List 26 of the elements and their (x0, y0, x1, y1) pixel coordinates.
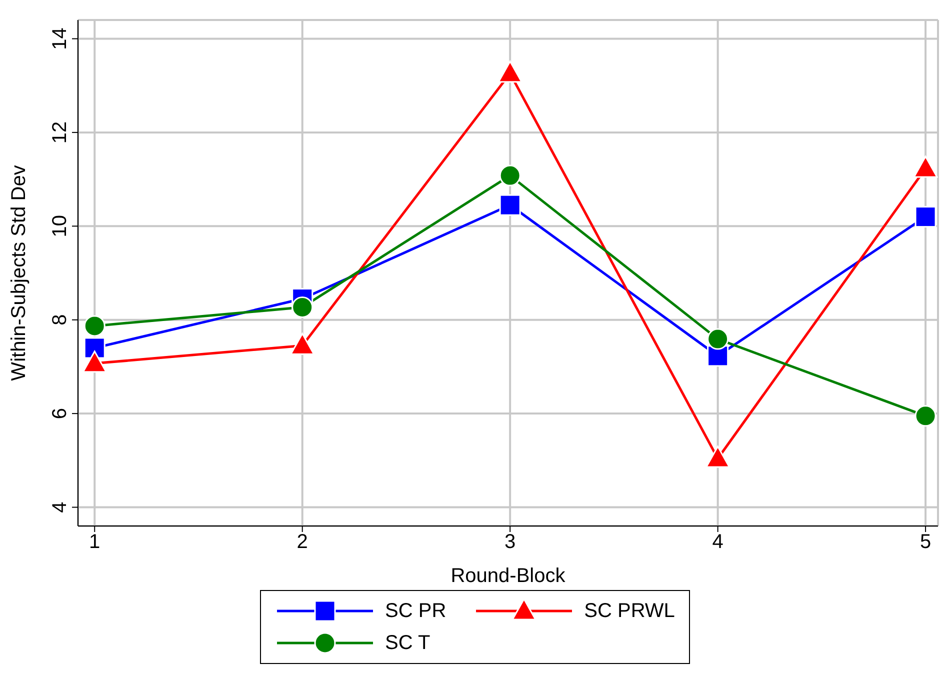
y-tick-label: 14 (49, 28, 71, 50)
x-tick-label: 5 (920, 531, 932, 554)
point (914, 405, 936, 427)
x-tick-label: 3 (504, 531, 516, 554)
point (499, 164, 521, 186)
point (84, 315, 106, 337)
x-axis-title: Round-Block (450, 565, 566, 587)
point (292, 296, 314, 318)
point (913, 156, 938, 178)
y-tick-label: 8 (49, 314, 71, 326)
point (914, 206, 936, 228)
y-tick-label: 4 (49, 502, 71, 513)
legend-label: SC T (385, 632, 430, 654)
point (707, 328, 729, 350)
legend-label: SC PR (385, 600, 446, 622)
y-tick-label: 12 (49, 121, 71, 144)
point (498, 60, 522, 83)
x-tick-label: 4 (712, 531, 724, 554)
point (84, 337, 106, 359)
point (499, 194, 521, 216)
y-tick-label: 10 (49, 215, 71, 238)
y-axis-title: Within-Subjects Std Dev (8, 165, 30, 381)
x-tick-label: 1 (89, 531, 100, 554)
x-tick-label: 2 (296, 531, 308, 554)
legend-label: SC PRWL (584, 600, 675, 622)
y-tick-label: 6 (49, 408, 71, 420)
